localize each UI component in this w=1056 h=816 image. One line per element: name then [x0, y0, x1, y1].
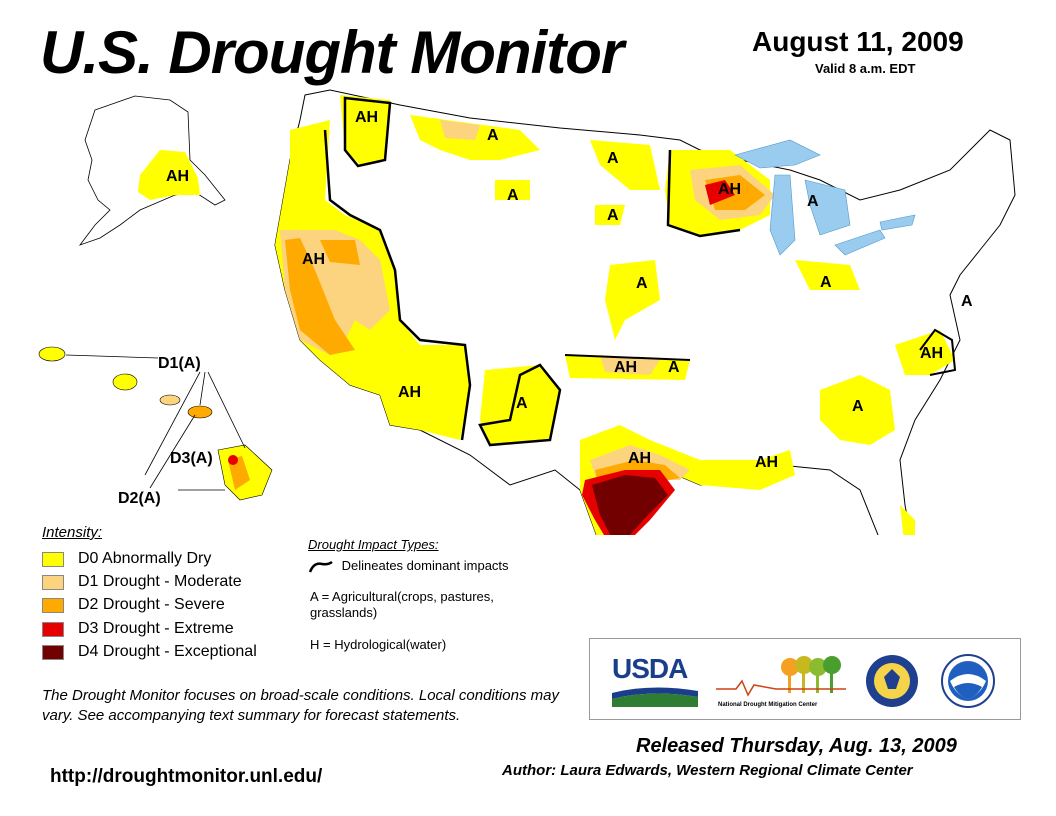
d0-wy: [495, 180, 530, 200]
hawaii-leaders: [65, 354, 246, 491]
label-a-ga: A: [852, 398, 864, 415]
legend-swatch-d1: [42, 574, 64, 590]
website-url: http://droughtmonitor.unl.edu/: [50, 766, 323, 787]
legend-swatch-d4: [42, 644, 64, 660]
legend-swatch-d3: [42, 621, 64, 637]
legend-item-d1: D1 Drought - Moderate: [42, 573, 242, 591]
impact-line-legend: Delineates dominant impacts: [308, 558, 509, 574]
impact-line-nm: [478, 363, 562, 447]
legend-item-d2: D2 Drought - Severe: [42, 596, 225, 614]
d0-ga: [820, 375, 895, 445]
d0-fl: [900, 505, 915, 535]
label-a-sd: A: [607, 207, 619, 224]
label-ah-ms: AH: [755, 454, 778, 471]
label-a-va: A: [961, 293, 973, 310]
label-a-mt: A: [487, 127, 499, 144]
hawaii-label-d1: D1(A): [158, 355, 201, 372]
d1-north: [440, 120, 480, 140]
impact-hydrological: H = Hydrological(water): [310, 637, 447, 652]
hawaii-label-d3: D3(A): [170, 450, 213, 467]
d0-sd: [595, 205, 625, 225]
hawaii-islands: [38, 346, 273, 501]
usda-logo: USDA: [612, 653, 698, 709]
impact-line-icon: [308, 560, 333, 573]
label-a-oh: A: [820, 274, 832, 291]
lake-huron: [804, 179, 851, 236]
label-ah-ok: AH: [614, 359, 637, 376]
legend-swatch-d2: [42, 597, 64, 613]
label-ah-nc: AH: [920, 345, 943, 362]
ndmc-logo: National Drought Mitigation Center: [716, 651, 846, 713]
d0-va: [895, 330, 955, 375]
d0-ks: [605, 260, 660, 340]
d0-nd: [590, 140, 660, 190]
impact-line-label: Delineates dominant impacts: [341, 558, 509, 573]
d2-ca: [285, 238, 355, 355]
label-ah-tx: AH: [628, 450, 651, 467]
d0-oh: [795, 260, 860, 290]
legend-label-d0: D0 Abnormally Dry: [78, 550, 212, 567]
lake-erie: [834, 229, 886, 256]
release-date: Released Thursday, Aug. 13, 2009: [636, 735, 957, 757]
legend-item-d4: D4 Drought - Exceptional: [42, 643, 257, 661]
legend-swatch-d0: [42, 551, 64, 567]
impact-line-mn: [666, 149, 741, 238]
partner-logos: USDA National Drought Mitigation Center: [589, 638, 1021, 720]
label-a-ar: A: [668, 359, 680, 376]
impact-line-west: [323, 129, 472, 441]
label-a-wy: A: [507, 187, 519, 204]
label-a-mi: A: [807, 193, 819, 210]
legend-label-d2: D2 Drought - Severe: [78, 596, 225, 613]
map-title: U.S. Drought Monitor: [40, 19, 624, 86]
legend-item-d0: D0 Abnormally Dry: [42, 550, 211, 568]
legend-label-d4: D4 Drought - Exceptional: [78, 643, 257, 660]
label-ah-az: AH: [398, 384, 421, 401]
commerce-seal-icon: [866, 655, 918, 707]
label-ah-wi: AH: [718, 181, 741, 198]
usda-logo-mark: [612, 687, 698, 707]
lake-ontario: [879, 214, 916, 231]
impact-types-title: Drought Impact Types:: [308, 537, 439, 552]
label-a-nm: A: [516, 395, 528, 412]
d4-tx: [592, 475, 668, 535]
impact-line-nw: [343, 96, 392, 168]
impact-line-va: [919, 328, 957, 376]
label-a-ks: A: [636, 275, 648, 292]
alaska-d0: [138, 150, 200, 200]
disclaimer-note: The Drought Monitor focuses on broad-sca…: [42, 687, 559, 724]
d0-nm: [480, 365, 560, 445]
label-ah-ca: AH: [302, 251, 325, 268]
valid-time: Valid 8 a.m. EDT: [815, 61, 916, 76]
legend-label-d3: D3 Drought - Extreme: [78, 620, 234, 637]
d2-ca2: [320, 240, 360, 265]
d0-nw: [340, 95, 390, 165]
lake-michigan: [769, 174, 796, 256]
label-ah-nw: AH: [355, 109, 378, 126]
label-a-nd: A: [607, 150, 619, 167]
usda-logo-text: USDA: [612, 653, 688, 684]
legend-item-d3: D3 Drought - Extreme: [42, 620, 234, 638]
noaa-logo-icon: [941, 654, 995, 708]
impact-agricultural: A = Agricultural(crops, pastures, grassl…: [310, 589, 494, 620]
lake-superior: [734, 139, 821, 169]
legend-title: Intensity:: [42, 524, 103, 541]
author: Author: Laura Edwards, Western Regional …: [502, 762, 913, 779]
map-date: August 11, 2009: [752, 26, 964, 57]
legend-label-d1: D1 Drought - Moderate: [78, 573, 242, 590]
d3-wi: [705, 180, 735, 205]
d1-ok: [600, 355, 660, 375]
ndmc-logo-text: National Drought Mitigation Center: [718, 702, 818, 708]
ndmc-trees-icon: [716, 656, 846, 697]
drought-map: D1(A) D3(A) D2(A) AH A A A A AH AH AH A …: [38, 89, 1016, 535]
impact-line-tx: [564, 354, 691, 361]
label-ah-ak: AH: [166, 168, 189, 185]
hawaii-label-d2: D2(A): [118, 490, 161, 507]
